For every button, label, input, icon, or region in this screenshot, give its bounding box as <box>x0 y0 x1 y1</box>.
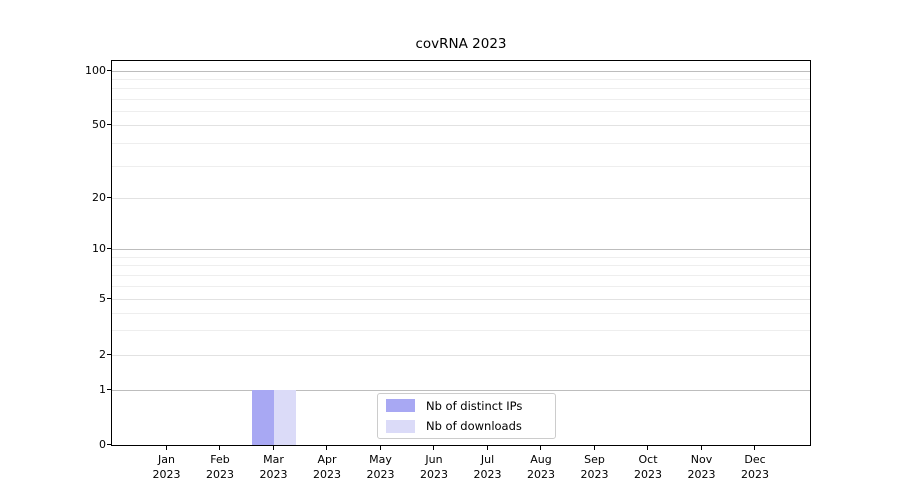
y-minor-gridline <box>112 312 810 314</box>
legend-swatch-nb-of-distinct-ips <box>386 399 415 413</box>
x-tick-label-year: 2023 <box>313 468 341 481</box>
x-tick-label-year: 2023 <box>152 468 181 481</box>
x-tick-label-year: 2023 <box>741 468 769 481</box>
legend-label: Nb of distinct IPs <box>426 398 523 413</box>
legend-swatch-nb-of-downloads <box>386 419 415 433</box>
x-tick-mark <box>326 445 328 450</box>
y-major-gridline <box>112 71 810 72</box>
x-tick-label-year: 2023 <box>473 468 502 481</box>
x-tick-label-month: Nov <box>690 453 713 466</box>
x-tick-label-month: Apr <box>317 453 337 466</box>
y-minor-gridline <box>112 79 810 81</box>
y-tick-label: 10 <box>92 242 106 255</box>
y-minor-gridline <box>112 265 810 267</box>
x-tick-mark <box>165 445 167 450</box>
x-tick-label-year: 2023 <box>687 468 716 481</box>
x-tick-label: Aug 2023 <box>513 452 569 482</box>
y-tick-label: 20 <box>92 191 106 204</box>
y-tick-label: 50 <box>92 118 106 131</box>
y-gridline <box>112 355 810 356</box>
x-tick-label-month: Jun <box>425 453 443 466</box>
x-tick-label: Jul 2023 <box>460 452 516 482</box>
x-tick-label: Sep 2023 <box>567 452 623 482</box>
y-tick-mark <box>107 298 112 300</box>
x-tick-label: Mar 2023 <box>246 452 302 482</box>
plot-area <box>112 61 810 445</box>
x-tick-mark <box>593 445 595 450</box>
x-tick-label-month: Jul <box>480 453 495 466</box>
x-tick-label-year: 2023 <box>527 468 555 481</box>
x-tick-label-month: Aug <box>530 453 552 466</box>
x-tick-label-year: 2023 <box>580 468 609 481</box>
chart-title: covRNA 2023 <box>415 36 507 52</box>
x-tick-label-year: 2023 <box>259 468 288 481</box>
x-tick-mark <box>754 445 756 450</box>
y-major-gridline <box>112 390 810 391</box>
y-tick-mark <box>107 444 112 446</box>
x-tick-label: May 2023 <box>353 452 409 482</box>
x-tick-label: Jan 2023 <box>139 452 195 482</box>
y-minor-gridline <box>112 330 810 332</box>
y-tick-label: 5 <box>99 292 106 305</box>
x-tick-label-month: May <box>369 453 392 466</box>
x-tick-mark <box>272 445 274 450</box>
y-minor-gridline <box>112 165 810 167</box>
bar-nb-of-downloads <box>273 390 296 445</box>
y-minor-gridline <box>112 274 810 276</box>
x-tick-mark <box>433 445 435 450</box>
y-gridline <box>112 299 810 300</box>
y-minor-gridline <box>112 285 810 287</box>
legend-item: Nb of distinct IPs <box>378 397 555 414</box>
y-tick-mark <box>107 389 112 391</box>
x-tick-label-year: 2023 <box>206 468 234 481</box>
x-tick-mark <box>700 445 702 450</box>
x-tick-label-month: Mar <box>263 453 284 466</box>
y-minor-gridline <box>112 142 810 144</box>
y-minor-gridline <box>112 110 810 112</box>
x-tick-label: Dec 2023 <box>727 452 783 482</box>
x-tick-mark <box>647 445 649 450</box>
y-tick-mark <box>107 248 112 250</box>
legend-label: Nb of downloads <box>426 419 522 434</box>
x-tick-label-month: Dec <box>744 453 766 466</box>
y-gridline <box>112 125 810 126</box>
x-tick-label: Feb 2023 <box>192 452 248 482</box>
x-tick-label-month: Jan <box>158 453 175 466</box>
y-tick-label: 0 <box>99 438 106 451</box>
bar-nb-of-distinct-ips <box>251 390 274 445</box>
x-tick-mark <box>379 445 381 450</box>
y-minor-gridline <box>112 88 810 90</box>
x-tick-mark <box>486 445 488 450</box>
y-tick-label: 1 <box>99 383 106 396</box>
x-tick-label-year: 2023 <box>420 468 448 481</box>
legend: Nb of distinct IPs Nb of downloads <box>377 393 556 439</box>
y-gridline <box>112 198 810 199</box>
x-tick-label: Apr 2023 <box>299 452 355 482</box>
x-tick-label-month: Feb <box>210 453 230 466</box>
y-tick-mark <box>107 197 112 199</box>
x-tick-label: Oct 2023 <box>620 452 676 482</box>
y-tick-mark <box>107 124 112 126</box>
x-tick-label-month: Oct <box>638 453 658 466</box>
y-tick-mark <box>107 70 112 72</box>
y-tick-label: 100 <box>85 64 106 77</box>
y-tick-label: 2 <box>99 348 106 361</box>
x-tick-label: Jun 2023 <box>406 452 462 482</box>
x-tick-label-month: Sep <box>584 453 605 466</box>
y-minor-gridline <box>112 98 810 100</box>
legend-item: Nb of downloads <box>378 418 555 435</box>
y-minor-gridline <box>112 256 810 258</box>
y-major-gridline <box>112 249 810 250</box>
y-tick-mark <box>107 354 112 356</box>
x-tick-label-year: 2023 <box>366 468 395 481</box>
x-tick-label-year: 2023 <box>634 468 662 481</box>
x-tick-mark <box>219 445 221 450</box>
x-tick-label: Nov 2023 <box>674 452 730 482</box>
x-tick-mark <box>540 445 542 450</box>
